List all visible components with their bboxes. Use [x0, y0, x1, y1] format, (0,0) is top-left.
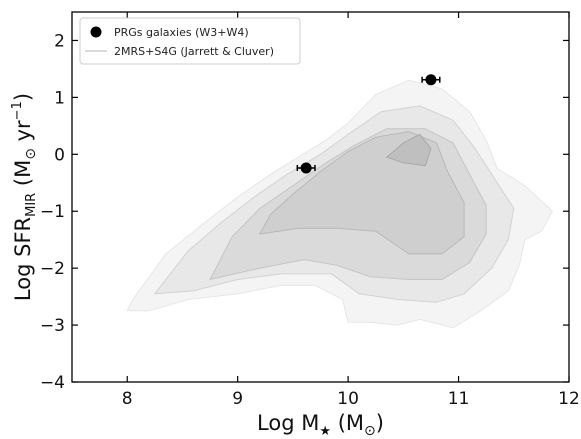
y-tick-label: −2: [40, 259, 65, 279]
x-axis-title-star: ★: [319, 424, 331, 439]
x-tick-label: 12: [558, 389, 580, 409]
y-tick-label: 0: [54, 145, 65, 165]
density-contours: [126, 79, 554, 329]
y-tick-label: 1: [54, 88, 65, 108]
legend: PRGs galaxies (W3+W4) 2MRS+S4G (Jarrett …: [79, 17, 301, 65]
x-tick-label: 10: [337, 389, 359, 409]
y-tick-label: −4: [40, 373, 65, 393]
x-tick-label: 11: [448, 389, 470, 409]
y-axis-title-units-close: ): [11, 93, 35, 101]
contour-level-5: [385, 133, 432, 167]
y-axis-title-units-open: (M: [11, 160, 35, 193]
legend-marker-prg: [90, 26, 102, 38]
x-axis-title: Log M★ (M⊙): [257, 411, 384, 439]
data-points: [296, 74, 441, 174]
axes-frame: [71, 11, 570, 383]
x-tick-label: 8: [122, 389, 133, 409]
x-axis-title-sun: ⊙: [364, 423, 376, 439]
data-point-2: [425, 74, 437, 86]
legend-box: [79, 17, 301, 65]
y-axis-title-sun: ⊙: [23, 148, 39, 160]
x-axis-title-main: Log M: [257, 411, 319, 435]
x-axis-title-units-open: (M: [331, 411, 364, 435]
data-point-1: [300, 162, 312, 174]
y-tick-label: 2: [54, 31, 65, 51]
legend-label-2mrs: 2MRS+S4G (Jarrett & Cluver): [114, 45, 274, 58]
x-axis-title-units-close: ): [376, 411, 384, 435]
y-axis-title-units-mid: yr: [11, 120, 35, 148]
y-axis-title: Log SFRMIR (M⊙ yr−1): [10, 93, 39, 301]
y-axis-title-main: Log SFR: [11, 217, 35, 301]
y-axis-title-sup: −1: [10, 101, 25, 120]
y-axis-title-sub: MIR: [24, 193, 39, 217]
x-tick-label: 9: [232, 389, 243, 409]
legend-label-prg: PRGs galaxies (W3+W4): [114, 26, 249, 39]
y-axis-title-group: Log SFRMIR (M⊙ yr−1): [10, 93, 39, 301]
y-tick-label: −1: [40, 202, 65, 222]
y-tick-label: −3: [40, 316, 65, 336]
